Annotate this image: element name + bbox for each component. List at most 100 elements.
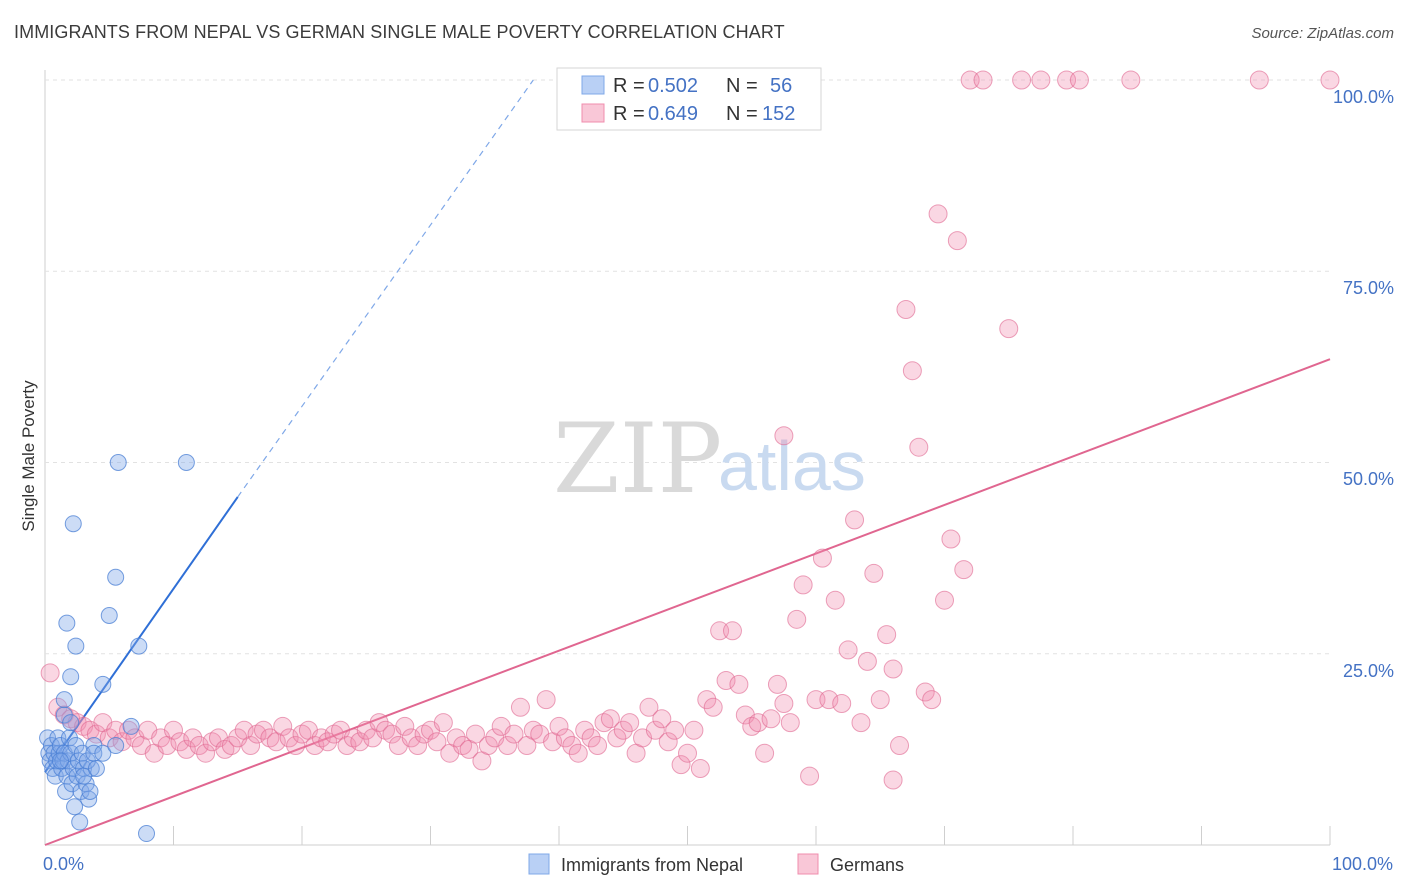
germans-point bbox=[305, 736, 325, 756]
germans-point bbox=[832, 693, 852, 713]
germans-point bbox=[498, 736, 518, 756]
germans-point bbox=[935, 590, 954, 610]
y-tick-label-100: 100.0% bbox=[1333, 87, 1394, 107]
germans-point bbox=[883, 659, 903, 679]
nepal-point bbox=[122, 717, 140, 735]
nepal-point bbox=[51, 752, 69, 770]
germans-point bbox=[1069, 70, 1089, 90]
y-tick-label-75: 75.0% bbox=[1343, 278, 1394, 298]
legend-n-label-germans: N = bbox=[726, 103, 758, 125]
germans-point bbox=[221, 736, 241, 756]
germans-point bbox=[819, 690, 839, 710]
trend-line-germans bbox=[44, 358, 1331, 846]
x-tick-label-100: 100.0% bbox=[1332, 854, 1393, 874]
germans-point bbox=[536, 690, 556, 710]
germans-point bbox=[446, 728, 466, 748]
germans-point bbox=[196, 743, 216, 763]
germans-point bbox=[947, 231, 967, 251]
legend-swatch-germans bbox=[581, 103, 605, 123]
germans-point bbox=[183, 728, 203, 748]
germans-point bbox=[755, 743, 775, 763]
germans-point bbox=[273, 716, 293, 736]
series-germans bbox=[40, 70, 1340, 790]
trend-line-nepal bbox=[44, 496, 239, 773]
germans-point bbox=[870, 690, 890, 710]
germans-point bbox=[774, 693, 794, 713]
germans-point bbox=[787, 609, 807, 629]
nepal-point bbox=[94, 675, 112, 693]
germans-point bbox=[588, 736, 608, 756]
nepal-point bbox=[55, 691, 73, 709]
germans-point bbox=[973, 70, 993, 90]
germans-point bbox=[350, 732, 370, 752]
germans-point bbox=[1320, 70, 1340, 90]
nepal-point bbox=[94, 744, 112, 762]
nepal-point bbox=[107, 568, 125, 586]
germans-point bbox=[896, 300, 916, 319]
germans-point bbox=[941, 529, 961, 549]
y-tick-label-25: 25.0% bbox=[1343, 661, 1394, 681]
germans-point bbox=[395, 716, 415, 736]
bottom-legend-label-germans: Germans bbox=[830, 855, 904, 875]
germans-point bbox=[241, 736, 261, 756]
nepal-point bbox=[100, 607, 118, 624]
nepal-point bbox=[81, 782, 99, 800]
germans-point bbox=[575, 720, 595, 740]
germans-point bbox=[877, 625, 897, 645]
nepal-point bbox=[39, 729, 57, 747]
germans-point bbox=[504, 724, 524, 744]
germans-point bbox=[568, 743, 588, 763]
germans-point bbox=[369, 713, 389, 733]
nepal-point bbox=[138, 825, 156, 843]
germans-point bbox=[164, 720, 183, 740]
germans-point bbox=[562, 736, 582, 756]
legend-r-value-germans: 0.649 bbox=[648, 103, 698, 125]
germans-point bbox=[722, 621, 742, 641]
gridlines bbox=[45, 79, 1330, 655]
germans-point bbox=[427, 732, 447, 752]
nepal-point bbox=[58, 614, 76, 632]
germans-point bbox=[613, 720, 633, 740]
germans-point bbox=[729, 674, 749, 694]
nepal-point bbox=[177, 454, 195, 471]
legend-n-value-nepal: 56 bbox=[770, 75, 792, 97]
germans-point bbox=[620, 713, 640, 733]
y-axis-title: Single Male Poverty bbox=[19, 380, 38, 532]
legend-r-value-nepal: 0.502 bbox=[648, 75, 698, 97]
nepal-point bbox=[109, 454, 127, 471]
germans-point bbox=[665, 720, 685, 740]
germans-point bbox=[401, 728, 421, 748]
germans-point bbox=[864, 563, 884, 583]
germans-point bbox=[793, 575, 813, 595]
source-label: Source: ZipAtlas.com bbox=[1251, 25, 1394, 42]
germans-point bbox=[999, 319, 1019, 339]
germans-point bbox=[748, 713, 768, 733]
germans-point bbox=[703, 697, 723, 717]
germans-point bbox=[645, 720, 665, 740]
germans-point bbox=[286, 736, 306, 756]
nepal-point bbox=[107, 737, 125, 755]
chart-title: IMMIGRANTS FROM NEPAL VS GERMAN SINGLE M… bbox=[14, 22, 785, 42]
germans-point bbox=[279, 728, 299, 748]
legend-n-value-germans: 152 bbox=[762, 103, 795, 125]
germans-point bbox=[915, 682, 935, 702]
germans-point bbox=[1012, 70, 1032, 90]
germans-point bbox=[812, 548, 832, 568]
nepal-point bbox=[62, 668, 80, 686]
stats-legend: R = 0.502 N = 56 R = 0.649 N = 152 bbox=[556, 67, 822, 131]
germans-point bbox=[697, 690, 717, 710]
germans-point bbox=[607, 728, 627, 748]
series-nepal bbox=[39, 454, 195, 843]
germans-point bbox=[408, 736, 428, 756]
germans-point bbox=[774, 426, 794, 446]
nepal-point bbox=[87, 760, 105, 777]
legend-swatch-nepal bbox=[581, 75, 605, 95]
germans-point bbox=[1121, 70, 1141, 90]
germans-point bbox=[890, 736, 910, 756]
germans-point bbox=[189, 736, 209, 756]
germans-point bbox=[652, 709, 672, 729]
germans-point bbox=[1031, 70, 1051, 90]
germans-point bbox=[639, 697, 659, 717]
y-tick-label-50: 50.0% bbox=[1343, 469, 1394, 489]
